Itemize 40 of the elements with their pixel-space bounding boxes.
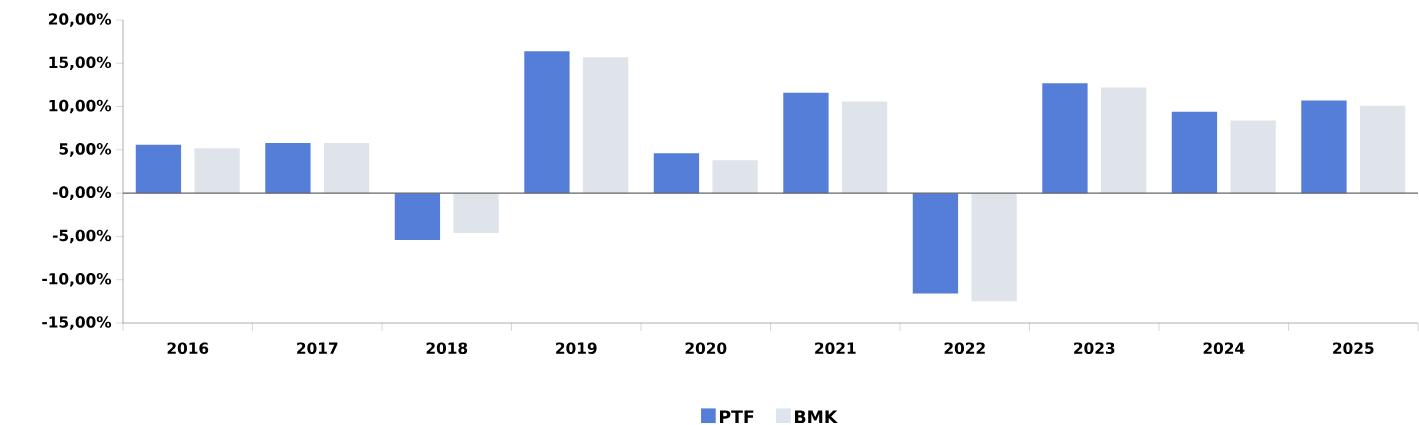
bar — [841, 101, 888, 194]
legend-label: BMK — [795, 410, 838, 424]
bar — [971, 193, 1017, 302]
bar — [323, 142, 370, 194]
bar — [1230, 120, 1276, 194]
y-tick-label: 20,00% — [48, 13, 112, 27]
x-tick-label: 2022 — [944, 342, 985, 354]
y-tick-label: -10,00% — [42, 272, 112, 287]
bar — [524, 51, 570, 194]
y-tick-label: -0,00% — [52, 186, 112, 200]
y-tick-label: 10,00% — [49, 99, 112, 114]
bar — [265, 142, 311, 194]
y-tick-label: 5,00% — [59, 143, 112, 157]
bar — [712, 160, 758, 194]
x-tick-label: 2024 — [1203, 342, 1245, 354]
x-tick-label: 2018 — [426, 342, 468, 354]
bar — [135, 144, 182, 194]
bar — [1100, 87, 1147, 194]
x-tick-label: 2025 — [1333, 342, 1374, 354]
bar — [783, 92, 829, 194]
x-tick-label: 2019 — [556, 342, 597, 354]
bar — [394, 193, 441, 240]
legend-label: PTF — [719, 410, 754, 424]
bar — [582, 57, 629, 194]
bar — [194, 148, 240, 194]
x-tick-label: 2021 — [815, 342, 856, 354]
x-tick-label: 2023 — [1074, 342, 1115, 354]
bar — [912, 193, 959, 294]
y-tick-label: 15,00% — [49, 56, 112, 71]
x-tick-label: 2020 — [685, 342, 727, 354]
y-tick-label: -15,00% — [42, 316, 112, 330]
x-tick-label: 2016 — [167, 342, 209, 354]
bar — [1359, 105, 1406, 194]
bar — [653, 153, 700, 194]
bar — [1301, 100, 1347, 194]
y-tick-label: -5,00% — [52, 229, 112, 244]
x-tick-label: 2017 — [297, 342, 338, 354]
bar — [1042, 83, 1088, 194]
bar — [1171, 111, 1218, 194]
bar — [453, 193, 499, 233]
